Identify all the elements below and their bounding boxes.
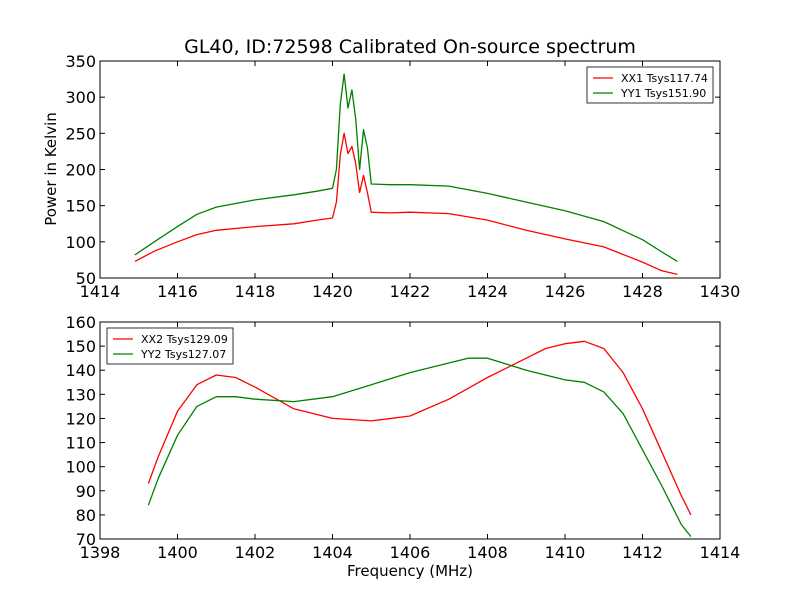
legend-label: XX2 Tsys129.09 xyxy=(141,333,228,346)
y-tick-label: 350 xyxy=(65,52,96,71)
x-tick-label: 1422 xyxy=(390,282,431,301)
x-tick-label: 1406 xyxy=(390,543,431,562)
x-tick-label: 1418 xyxy=(235,282,276,301)
series-line-1 xyxy=(134,132,678,276)
x-tick-label: 1408 xyxy=(467,543,508,562)
y-tick-label: 200 xyxy=(65,161,96,180)
series-line-2 xyxy=(147,357,692,538)
series-line-1 xyxy=(147,340,692,516)
subplot-1: 1414 1416 1418 1420 1422 1424 1426 1428 1430 50 10… xyxy=(65,52,740,301)
y-tick-label: 100 xyxy=(65,458,96,477)
y-tick-label: 140 xyxy=(65,361,96,380)
legend-label: XX1 Tsys117.74 xyxy=(621,72,708,85)
x-tick-label: 1412 xyxy=(622,543,663,562)
x-axis-label: Frequency (MHz) xyxy=(347,562,473,580)
y-tick-label: 250 xyxy=(65,124,96,143)
y-tick-label: 150 xyxy=(65,337,96,356)
x-tick-label: 1400 xyxy=(157,543,198,562)
y-tick-label: 160 xyxy=(65,313,96,332)
legend-label: YY1 Tsys151.90 xyxy=(620,87,706,100)
subplot-2: 1398 1400 1402 1404 1406 1408 1410 1412 1414 70 80… xyxy=(65,313,740,562)
y-tick-label: 50 xyxy=(76,269,96,288)
y-tick-label: 150 xyxy=(65,197,96,216)
figure-title: GL40, ID:72598 Calibrated On-source spec… xyxy=(184,36,636,58)
legend-label: YY2 Tsys127.07 xyxy=(140,348,226,361)
y-tick-label: 80 xyxy=(76,506,96,525)
x-tick-label: 1402 xyxy=(235,543,276,562)
y-tick-label: 120 xyxy=(65,409,96,428)
legend: XX2 Tsys129.09 YY2 Tsys127.07 xyxy=(106,327,234,365)
x-tick-label: 1416 xyxy=(157,282,198,301)
y-tick-label: 90 xyxy=(76,482,96,501)
legend-box xyxy=(586,66,714,104)
x-tick-label: 1404 xyxy=(312,543,353,562)
y-tick-label: 110 xyxy=(65,434,96,453)
x-tick-label: 1410 xyxy=(545,543,586,562)
y-tick-label: 70 xyxy=(76,530,96,549)
y-tick-label: 130 xyxy=(65,385,96,404)
x-tick-label: 1428 xyxy=(622,282,663,301)
series-line-2 xyxy=(134,73,678,262)
y-axis-label: Power in Kelvin xyxy=(42,112,60,226)
x-tick-label: 1430 xyxy=(700,282,741,301)
x-tick-label: 1426 xyxy=(545,282,586,301)
y-tick-label: 300 xyxy=(65,88,96,107)
x-tick-label: 1414 xyxy=(80,282,121,301)
x-tick-label: 1398 xyxy=(80,543,121,562)
legend: XX1 Tsys117.74 YY1 Tsys151.90 xyxy=(586,66,714,104)
x-tick-label: 1424 xyxy=(467,282,508,301)
x-tick-label: 1414 xyxy=(700,543,741,562)
x-tick-label: 1420 xyxy=(312,282,353,301)
y-tick-label: 100 xyxy=(65,233,96,252)
plot-area: 1414 1416 1418 1420 1422 1424 1426 1428 1430 50 10… xyxy=(65,52,740,562)
legend-box xyxy=(106,327,234,365)
